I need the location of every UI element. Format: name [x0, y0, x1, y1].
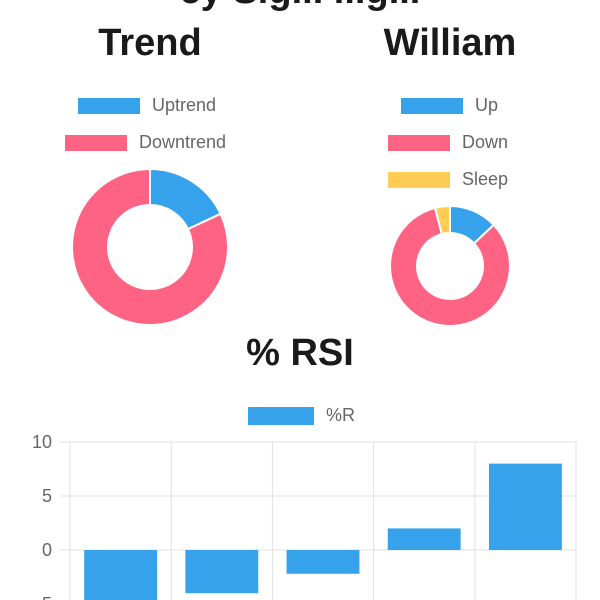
y-tick-label: 0 — [42, 540, 52, 560]
legend-swatch — [65, 134, 127, 151]
william-slice-down — [389, 206, 511, 327]
y-tick-label: 10 — [32, 432, 52, 452]
legend-label: Down — [462, 132, 509, 152]
legend-item-uptrend[interactable]: Uptrend — [78, 95, 216, 116]
legend-label: %R — [326, 405, 356, 425]
page-title-partial: ey Sig... ...g... — [180, 0, 421, 13]
trend-slice-downtrend — [71, 167, 229, 326]
legend-label: Up — [475, 95, 499, 115]
william-slice-sleep — [433, 204, 451, 236]
legend-swatch — [388, 171, 450, 188]
legend-item-downtrend[interactable]: Downtrend — [65, 132, 226, 153]
legend-swatch — [248, 406, 314, 425]
legend-label: Uptrend — [152, 95, 217, 115]
trend-title: Trend — [98, 22, 202, 64]
bar — [84, 550, 158, 600]
y-tick-label: -5 — [36, 594, 52, 600]
bar — [185, 550, 259, 594]
legend-swatch — [78, 97, 140, 114]
william-title: William — [383, 22, 517, 64]
bar — [387, 528, 461, 550]
y-tick-label: 5 — [42, 486, 52, 506]
legend-swatch — [401, 97, 463, 114]
legend-item-down[interactable]: Down — [388, 132, 508, 153]
legend-label: Downtrend — [139, 132, 227, 152]
legend-swatch — [388, 134, 450, 151]
legend-label: Sleep — [462, 169, 509, 189]
legend-item-r[interactable]: %R — [248, 405, 355, 426]
bar — [488, 463, 562, 550]
rsi-title: % RSI — [246, 332, 354, 374]
legend-item-up[interactable]: Up — [401, 95, 498, 116]
bar — [286, 550, 360, 574]
legend-item-sleep[interactable]: Sleep — [388, 169, 508, 190]
